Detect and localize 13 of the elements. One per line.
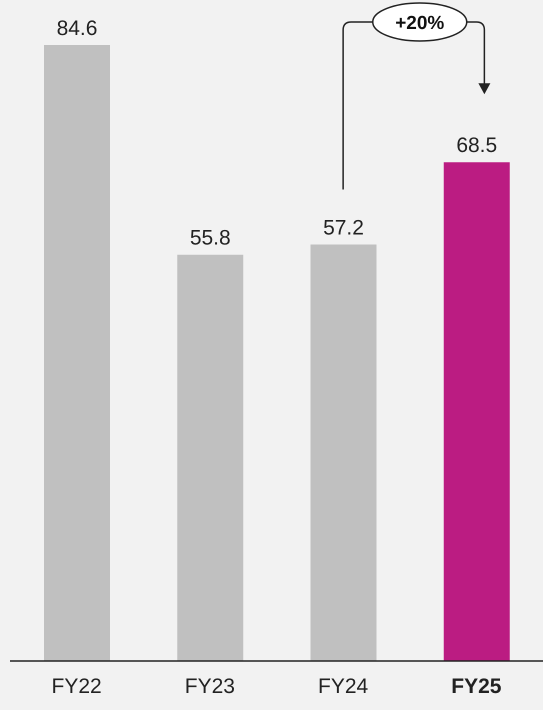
bar <box>177 254 244 661</box>
data-label: 55.8 <box>190 226 231 250</box>
x-tick-label: FY22 <box>52 675 102 698</box>
bar <box>44 45 110 661</box>
text: +20% <box>395 13 444 34</box>
x-tick-label: FY24 <box>318 675 369 698</box>
bar <box>444 162 510 661</box>
x-tick-label: FY23 <box>184 675 235 698</box>
data-label: 84.6 <box>56 17 98 40</box>
bar <box>310 244 376 661</box>
x-tick-label: FY25 <box>451 675 502 698</box>
data-label: 68.5 <box>456 134 498 158</box>
data-label: 57.2 <box>323 216 364 240</box>
